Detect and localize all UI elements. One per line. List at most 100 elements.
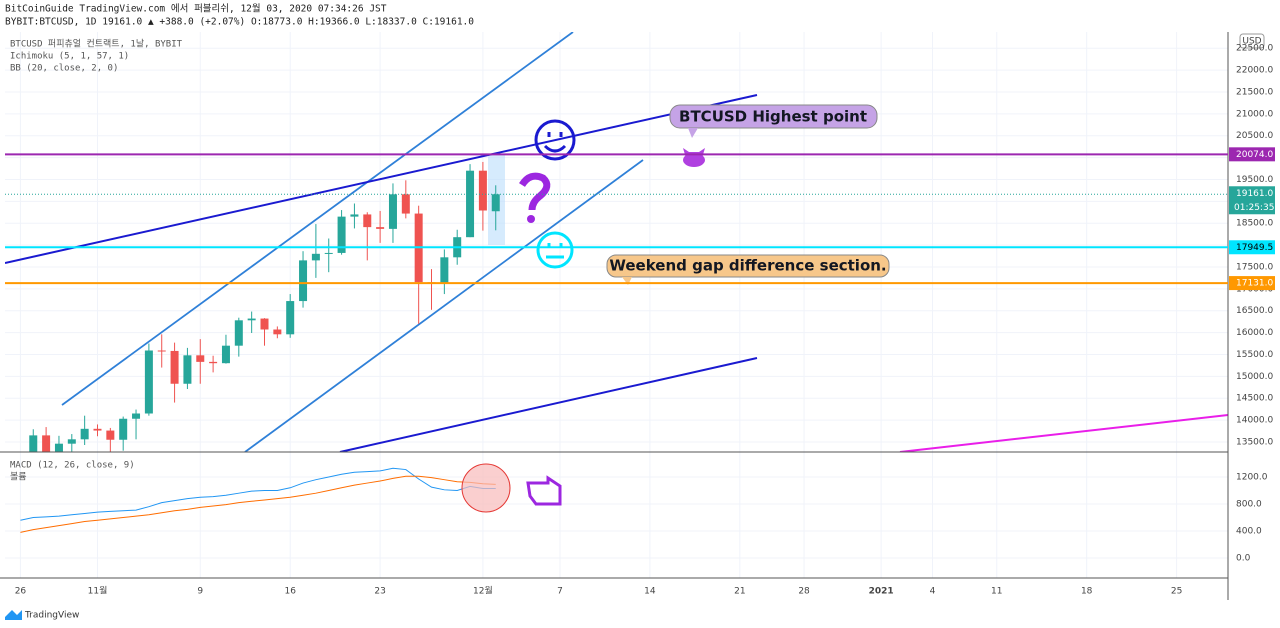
y-tick-label: 19500.0 (1236, 175, 1273, 185)
x-tick-label: 9 (197, 587, 203, 597)
candle-body (67, 439, 76, 444)
y-tick-label: 21000.0 (1236, 109, 1273, 119)
symbol-info: BYBIT:BTCUSD, 1D 19161.0 ▲ +388.0 (+2.07… (5, 17, 474, 28)
candle-body (132, 413, 141, 419)
annotation: Weekend gap difference section. (609, 257, 886, 275)
candle-body (93, 428, 102, 431)
trend-line (5, 94, 758, 264)
candle-body (324, 252, 333, 254)
y-tick-label: 17500.0 (1236, 262, 1273, 272)
candle-body (273, 329, 282, 335)
y-tick-label: 800.0 (1236, 499, 1262, 509)
y-tick-label: 20500.0 (1236, 131, 1273, 141)
y-tick-label: 22000.0 (1236, 66, 1273, 76)
footer: TradingView (24, 611, 79, 621)
y-tick-label: 15500.0 (1236, 350, 1273, 360)
legend: BTCUSD 퍼피츄얼 컨트랙트, 1날, BYBIT (10, 39, 183, 50)
legend: Ichimoku (5, 1, 57, 1) (10, 52, 129, 62)
x-tick-label: 12월 (473, 585, 493, 597)
y-tick-label: 16500.0 (1236, 306, 1273, 316)
annotation-bubble (669, 104, 878, 129)
candle-body (247, 318, 256, 321)
candle-body (350, 214, 359, 217)
bubble-tail (688, 128, 698, 138)
trend-line (339, 357, 758, 452)
legend: BB (20, close, 2, 0) (10, 64, 118, 74)
candle-body (170, 350, 179, 384)
y-tick-label: 16000.0 (1236, 328, 1273, 338)
candle-body (311, 253, 320, 261)
candle-body (363, 214, 372, 228)
price-level-label: 20074.0 (1236, 150, 1273, 160)
x-tick-label: 16 (284, 587, 296, 597)
trend-line (61, 32, 574, 406)
candle-body (478, 170, 487, 211)
y-tick-label: 14000.0 (1236, 416, 1273, 426)
x-tick-label: 4 (930, 587, 936, 597)
candle-body (299, 260, 308, 302)
y-tick-label: 21500.0 (1236, 87, 1273, 97)
y-tick-label: 15000.0 (1236, 372, 1273, 382)
trend-line (244, 159, 644, 452)
annotation-bubble (606, 254, 890, 278)
candle-body (54, 443, 63, 452)
x-tick-label: 11 (991, 587, 1002, 597)
price-level-label: 17131.0 (1236, 279, 1273, 289)
x-tick-label: 21 (734, 587, 745, 597)
price-level-label: 17949.5 (1236, 243, 1273, 253)
price-level-tag (1229, 276, 1275, 291)
x-tick-label: 23 (374, 587, 385, 597)
price-level-tag (1229, 240, 1275, 255)
legend: MACD (12, 26, close, 9) (10, 461, 135, 471)
currency-badge[interactable] (1239, 33, 1265, 49)
x-tick-label: 28 (798, 587, 810, 597)
x-tick-label: 11월 (88, 585, 108, 597)
candle-body (106, 430, 115, 440)
candle-body (196, 355, 205, 362)
x-tick-label: 26 (15, 587, 27, 597)
candle-body (337, 216, 346, 253)
smiley-icon (534, 119, 576, 161)
candle-body (183, 355, 192, 384)
candle-body (401, 194, 410, 214)
y-tick-label: 13500.0 (1236, 437, 1273, 447)
y-tick-label: 14500.0 (1236, 394, 1273, 404)
y-tick-label: 1200.0 (1236, 472, 1268, 482)
currency: USD (1242, 37, 1261, 47)
x-tick-label: 2021 (869, 587, 894, 597)
question-icon (519, 172, 551, 211)
header: BitCoinGuide TradingView.com 에서 퍼블리쉬, 12… (5, 3, 387, 15)
candle-body (286, 301, 295, 335)
candle-body (209, 361, 218, 364)
price-level-tag (1229, 147, 1275, 162)
x-tick-label: 18 (1081, 587, 1093, 597)
candle-body (376, 227, 385, 229)
y-tick-label: 400.0 (1236, 527, 1262, 537)
x-tick-label: 14 (644, 587, 656, 597)
drawings (5, 32, 1228, 452)
bubble-tail (622, 277, 632, 285)
cat-icon (683, 148, 705, 167)
macd-line (20, 475, 496, 533)
y-tick-label: 0.0 (1236, 554, 1251, 564)
legend: 볼륨 (10, 472, 27, 483)
trend-line (899, 414, 1228, 452)
candle-body (80, 428, 89, 440)
candle-body (234, 320, 243, 346)
candle-body (144, 350, 153, 414)
x-tick-label: 25 (1171, 587, 1182, 597)
macd-line (20, 467, 496, 521)
last-price-label: 19161.0 (1236, 189, 1273, 199)
x-tick-label: 7 (557, 587, 563, 597)
candle-body (221, 345, 230, 364)
annotation: BTCUSD Highest point (679, 108, 867, 126)
candle-body (491, 194, 500, 212)
candle-body (119, 418, 128, 440)
candle-body (260, 318, 269, 330)
pointing-hand-icon (526, 475, 562, 506)
candle-body (388, 194, 397, 229)
candle-body (440, 257, 449, 283)
candle-body (157, 350, 166, 352)
